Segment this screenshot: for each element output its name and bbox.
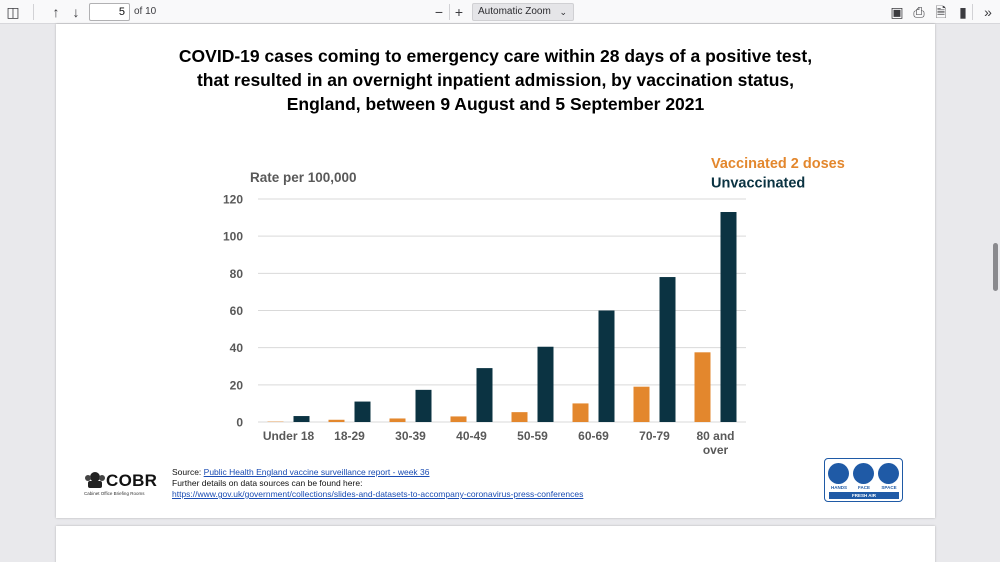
x-tick-label: 50-59 xyxy=(517,429,548,443)
cobr-subtitle: Cabinet Office Briefing Rooms xyxy=(84,491,145,496)
bar-vaccinated xyxy=(694,352,711,422)
toolbar-separator xyxy=(972,4,973,20)
slide-title-line: COVID-19 cases coming to emergency care … xyxy=(178,46,813,66)
bar-vaccinated xyxy=(328,419,345,422)
bar-vaccinated xyxy=(633,386,650,422)
y-tick-label: 40 xyxy=(230,341,244,355)
bar-chart: 0 20 40 60 80 100 120 Under 18 18-29 30-39 40-49 5… xyxy=(223,156,845,457)
hands-face-space-logo: HANDS FACE SPACE FRESH AIR xyxy=(824,458,903,502)
save-icon[interactable]: 🗎 xyxy=(935,4,947,20)
source-link[interactable]: Public Health England vaccine surveillan… xyxy=(203,467,430,477)
bar-unvaccinated xyxy=(476,368,493,422)
space-icon xyxy=(878,463,899,484)
legend-entry: Unvaccinated xyxy=(711,176,805,192)
chevron-down-icon: ⌄ xyxy=(559,7,567,17)
further-details-text: Further details on data sources can be f… xyxy=(172,478,363,488)
source-note: Source: Public Health England vaccine su… xyxy=(172,467,583,500)
details-link[interactable]: https://www.gov.uk/government/collection… xyxy=(172,489,584,499)
cobr-logo xyxy=(80,466,155,500)
slide-title-line: England, between 9 August and 5 Septembe… xyxy=(286,94,705,114)
pdf-page-next xyxy=(56,526,935,562)
crest-icon xyxy=(85,472,105,488)
bar-unvaccinated xyxy=(598,310,615,422)
bar-vaccinated xyxy=(572,403,589,422)
more-tools-icon[interactable]: » xyxy=(984,4,992,20)
toolbar-separator xyxy=(33,4,34,20)
cobr-name: COBR xyxy=(106,471,158,490)
face-icon xyxy=(853,463,874,484)
y-tick-label: 100 xyxy=(223,230,243,244)
x-tick-label: 30-39 xyxy=(395,429,426,443)
y-tick-label: 80 xyxy=(230,267,244,281)
presentation-icon[interactable]: ▣ xyxy=(890,4,904,20)
bar-unvaccinated xyxy=(537,346,554,422)
zoom-select[interactable]: Automatic Zoom ⌄ xyxy=(472,3,574,21)
bar-unvaccinated xyxy=(415,389,432,422)
page-count-label: of 10 xyxy=(134,6,157,17)
space-label: SPACE xyxy=(881,485,897,490)
slide-title: COVID-19 cases coming to emergency care … xyxy=(56,44,935,116)
bar-vaccinated xyxy=(511,412,528,422)
arrow-up-icon[interactable]: ↑ xyxy=(52,4,60,20)
print-icon[interactable]: ⎙ xyxy=(913,4,925,20)
zoom-out-icon[interactable]: − xyxy=(434,4,444,20)
x-tick-label: 18-29 xyxy=(334,429,365,443)
page-number-input[interactable] xyxy=(89,3,130,21)
y-tick-label: 120 xyxy=(223,193,243,207)
hands-label: HANDS xyxy=(830,485,847,490)
fresh-air-label: FRESH AIR xyxy=(829,492,899,499)
legend-entry: Vaccinated 2 doses xyxy=(711,156,845,172)
y-axis-label: Rate per 100,000 xyxy=(250,170,357,185)
source-prefix: Source: xyxy=(172,467,204,477)
x-tick-label: 60-69 xyxy=(578,429,609,443)
bar-vaccinated xyxy=(389,418,406,422)
toolbar-separator xyxy=(449,4,450,20)
bar-vaccinated xyxy=(450,416,467,422)
x-tick-label: 80 and over xyxy=(696,429,734,457)
zoom-select-value: Automatic Zoom xyxy=(478,6,551,17)
pdf-page: COVID-19 cases coming to emergency care … xyxy=(56,24,935,518)
bar-unvaccinated xyxy=(354,401,371,422)
y-tick-label: 20 xyxy=(230,378,244,392)
slide-title-line: that resulted in an overnight inpatient … xyxy=(196,70,795,90)
pdf-toolbar: ◫ ↑ ↓ of 10 − + Automatic Zoom ⌄ ▣ ⎙ 🗎 ▮… xyxy=(0,0,1000,24)
zoom-in-icon[interactable]: + xyxy=(454,4,464,20)
bar-unvaccinated xyxy=(293,416,310,422)
x-tick-label: Under 18 xyxy=(263,429,315,443)
y-tick-label: 60 xyxy=(230,304,244,318)
face-label: FACE xyxy=(857,485,870,490)
hands-icon xyxy=(828,463,849,484)
bar-unvaccinated xyxy=(659,277,676,422)
x-tick-label: 70-79 xyxy=(639,429,670,443)
bar-unvaccinated xyxy=(720,212,737,422)
sidebar-toggle-icon[interactable]: ◫ xyxy=(6,4,20,20)
y-tick-label: 0 xyxy=(236,416,243,430)
arrow-down-icon[interactable]: ↓ xyxy=(72,4,80,20)
scrollbar-thumb[interactable] xyxy=(993,243,998,291)
x-tick-label: 40-49 xyxy=(456,429,487,443)
bookmark-icon[interactable]: ▮ xyxy=(959,4,967,20)
